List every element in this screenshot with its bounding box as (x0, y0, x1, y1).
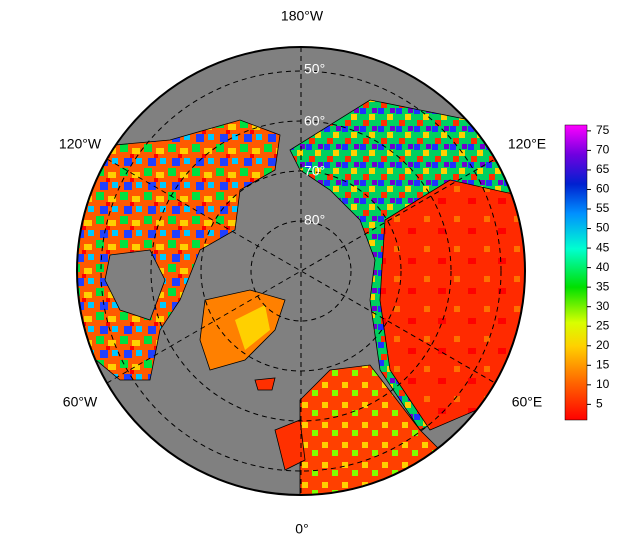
colorbar-tick-label: 25 (596, 318, 610, 332)
colorbar-tick-label: 15 (596, 357, 610, 371)
colorbar (564, 124, 588, 421)
meridian (106, 158, 496, 384)
iceland (254, 377, 276, 391)
colorbar-tick-label: 55 (596, 201, 610, 215)
colorbar-tick-label: 75 (596, 123, 610, 137)
lat-label: 70° (304, 163, 325, 179)
lon-label: 180°W (281, 8, 324, 24)
colorbar-tick-label: 10 (596, 377, 610, 391)
lat-label: 80° (304, 212, 325, 228)
colorbar-tick-label: 60 (596, 182, 610, 196)
north-america (77, 119, 281, 381)
colorbar-tick-label: 65 (596, 162, 610, 176)
hudson-bay (104, 249, 166, 321)
colorbar-tick-label: 35 (596, 279, 610, 293)
greenland-patch (235, 305, 270, 350)
colorbar-tick-label: 50 (596, 221, 610, 235)
lat-label: 60° (304, 113, 325, 129)
meridian (106, 158, 496, 384)
lon-label: 60°E (512, 394, 543, 410)
lon-label: 60°W (63, 394, 98, 410)
colorbar-tick-label: 40 (596, 260, 610, 274)
lon-label: 0° (295, 521, 308, 537)
graticule (100, 47, 502, 495)
colorbar-tick-label: 45 (596, 240, 610, 254)
colorbar-tick-label: 70 (596, 143, 610, 157)
map-border (76, 46, 526, 496)
lon-label: 120°W (59, 136, 102, 152)
lat-label: 50° (304, 61, 325, 77)
colorbar-tick-label: 30 (596, 299, 610, 313)
colorbar-tick-label: 20 (596, 338, 610, 352)
lon-label: 120°E (508, 136, 546, 152)
lat-50 (100, 70, 502, 472)
british-isles (274, 419, 306, 471)
colorbar-tick-label: 5 (596, 397, 603, 411)
